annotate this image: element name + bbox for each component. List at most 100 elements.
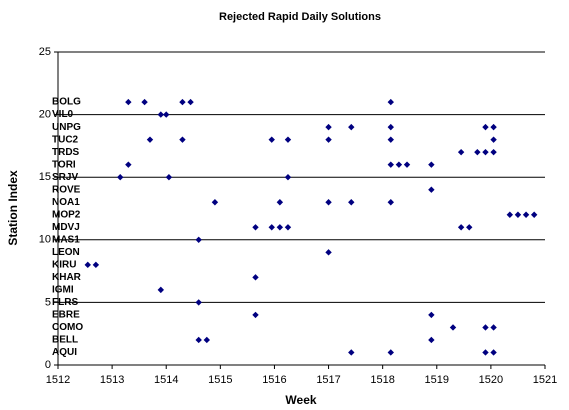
point [187,98,194,106]
x-tick-label: 1521 [533,374,557,386]
point [157,286,165,294]
x-axis-label: Week [285,393,316,407]
point [428,161,435,168]
point [514,211,522,218]
point [165,174,173,181]
point [268,224,275,231]
x-tick-label: 1514 [154,374,178,386]
point [284,136,292,143]
point [284,224,292,231]
point [325,123,332,131]
y-tick-label: 5 [45,296,51,308]
station-label: TRDS [52,147,80,158]
station-label: AQUI [52,347,77,358]
point [195,236,202,243]
point [387,98,394,106]
x-tick-label: 1512 [46,374,70,386]
y-axis-label: Station Index [6,170,20,246]
point [449,324,457,331]
point [403,161,411,168]
point [457,148,465,156]
station-label: IGMI [52,285,74,296]
x-tick-label: 1518 [370,374,394,386]
station-label: FLRS [52,297,78,308]
station-label: MAS1 [52,234,80,245]
station-label: MDVJ [52,222,80,233]
point [387,199,394,206]
station-label: LEON [52,247,80,258]
y-tick-label: 10 [39,234,51,246]
station-label: VIL0 [52,109,74,120]
point [457,224,465,231]
point [268,136,275,143]
point [325,136,332,143]
point [522,211,530,218]
chart-title: Rejected Rapid Daily Solutions [219,11,381,23]
point [428,186,435,193]
point [482,148,489,156]
station-label: KIRU [52,259,76,270]
point [157,111,165,118]
point [117,174,124,181]
point [252,274,259,281]
point [506,211,514,218]
point [387,161,394,168]
point [490,123,497,131]
point [387,349,394,356]
point [466,224,473,231]
point [125,98,132,106]
station-label: TORI [52,159,76,170]
station-label: TUC2 [52,134,79,145]
station-label: EBRE [52,310,80,321]
x-tick-label: 1517 [316,374,340,386]
y-tick-label: 25 [39,46,51,58]
y-tick-label: 0 [45,359,51,371]
point [203,336,211,344]
x-tick-label: 1513 [100,374,124,386]
x-tick-label: 1520 [479,374,503,386]
y-tick-label: 15 [39,171,51,183]
point [482,123,489,131]
point [490,136,497,143]
point [284,174,292,181]
point [428,336,435,344]
point [141,98,148,106]
point [428,311,435,319]
point [348,123,355,131]
point [179,98,186,106]
point [348,349,355,356]
point [482,324,489,331]
point [387,123,394,131]
point [84,261,91,269]
station-label: SRJV [52,172,78,183]
point [163,111,170,118]
point [325,249,332,256]
x-tick-label: 1519 [425,374,449,386]
point [276,224,284,231]
point [325,199,332,206]
point [179,136,186,143]
point [482,349,489,356]
point [195,336,202,344]
point [276,199,284,206]
station-label: UNPG [52,122,81,133]
point [395,161,403,168]
point [490,324,497,331]
station-label: BELL [52,335,78,346]
point [530,211,538,218]
station-label: MOP2 [52,209,81,220]
point [387,136,394,143]
point [490,148,497,156]
point [474,148,481,156]
station-label: KHAR [52,272,82,283]
station-label: NOA1 [52,197,80,208]
point [490,349,497,356]
point [195,299,202,306]
x-tick-label: 1515 [208,374,232,386]
point [92,261,100,269]
station-label: BOLG [52,97,81,108]
point [211,199,219,206]
station-label: ROVE [52,184,81,195]
y-tick-label: 20 [39,109,51,121]
